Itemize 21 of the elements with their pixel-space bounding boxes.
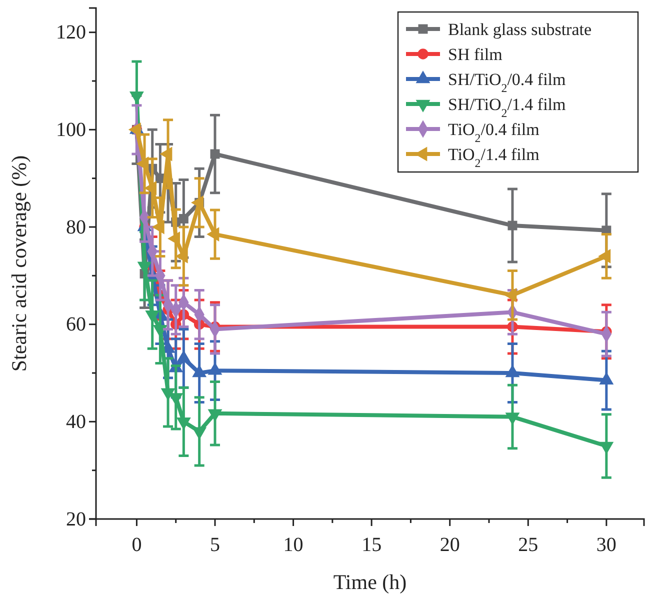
legend-label: SH film xyxy=(448,45,502,64)
legend-label: Blank glass substrate xyxy=(448,20,592,39)
x-tick-label: 5 xyxy=(210,534,220,556)
y-tick-label: 80 xyxy=(66,216,86,238)
y-tick-label: 120 xyxy=(56,22,86,44)
y-axis-title: Stearic acid coverage (%) xyxy=(7,155,31,372)
legend-label: SH/TiO$_{2}$/1.4 film xyxy=(448,95,566,120)
x-tick-label: 25 xyxy=(518,534,538,556)
x-tick-label: 20 xyxy=(440,534,460,556)
y-tick-label: 40 xyxy=(66,411,86,434)
x-tick-label: 10 xyxy=(283,534,304,556)
x-tick-label: 30 xyxy=(596,534,616,556)
y-tick-label: 100 xyxy=(56,119,86,142)
y-tick-label: 20 xyxy=(66,508,86,530)
legend-label: TiO$_{2}$/1.4 film xyxy=(448,145,540,170)
legend-label: TiO$_{2}$/0.4 film xyxy=(448,120,540,145)
x-tick-label: 0 xyxy=(132,534,142,556)
legend-label: SH/TiO$_{2}$/0.4 film xyxy=(448,70,566,95)
y-tick-label: 60 xyxy=(66,314,86,336)
x-tick-label: 15 xyxy=(362,534,382,556)
x-axis-title: Time (h) xyxy=(333,570,407,594)
